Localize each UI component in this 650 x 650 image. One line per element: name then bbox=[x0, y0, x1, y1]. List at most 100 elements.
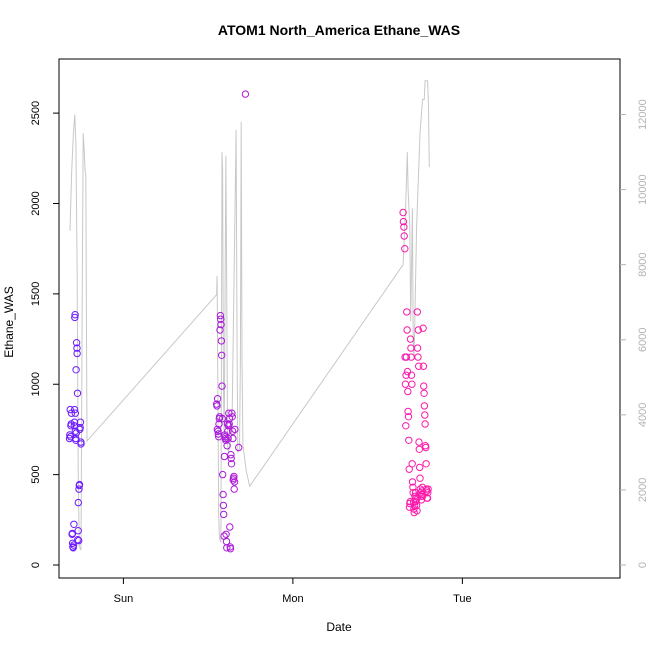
data-point bbox=[415, 445, 423, 453]
y2-tick-label: 6000 bbox=[637, 328, 649, 352]
data-point bbox=[219, 490, 227, 499]
y2-tick-label: 8000 bbox=[637, 252, 649, 276]
data-point bbox=[413, 344, 422, 352]
x-tick-label: Mon bbox=[282, 593, 303, 605]
data-point bbox=[227, 451, 235, 459]
data-point bbox=[235, 443, 243, 452]
y2-tick-label: 12000 bbox=[637, 99, 649, 130]
data-point bbox=[226, 523, 234, 531]
data-point bbox=[72, 339, 81, 347]
data-point bbox=[228, 427, 237, 435]
data-point bbox=[403, 308, 411, 316]
data-point bbox=[69, 544, 77, 552]
data-point bbox=[228, 409, 236, 417]
data-point bbox=[68, 529, 77, 538]
data-point bbox=[416, 474, 424, 482]
data-point bbox=[228, 413, 236, 421]
data-point bbox=[403, 326, 411, 334]
data-point bbox=[219, 501, 228, 510]
data-point bbox=[408, 478, 417, 486]
data-point bbox=[226, 545, 235, 553]
data-point bbox=[230, 472, 238, 481]
data-point bbox=[220, 452, 229, 461]
data-point bbox=[218, 382, 226, 390]
data-point bbox=[404, 387, 412, 396]
data-point bbox=[419, 324, 427, 332]
data-point bbox=[399, 217, 408, 226]
data-point bbox=[229, 434, 237, 443]
y-axis-right: 0 2000 4000 6000 8000 10000 12000 bbox=[620, 99, 649, 568]
y-tick-label: 2000 bbox=[30, 191, 42, 215]
data-point bbox=[73, 349, 81, 358]
x-tick-label: Sun bbox=[114, 593, 134, 605]
data-point bbox=[72, 366, 80, 374]
data-point bbox=[423, 487, 431, 495]
data-point bbox=[230, 478, 239, 486]
data-point bbox=[70, 405, 79, 414]
data-point bbox=[73, 344, 81, 352]
data-point bbox=[404, 407, 412, 416]
data-point bbox=[75, 485, 83, 493]
data-point bbox=[76, 423, 84, 432]
data-point bbox=[222, 530, 230, 538]
data-point bbox=[71, 409, 80, 417]
data-point bbox=[217, 337, 226, 345]
y2-tick-label: 0 bbox=[637, 562, 649, 568]
data-point bbox=[70, 520, 78, 528]
points-layer bbox=[65, 90, 432, 553]
data-point bbox=[75, 536, 83, 545]
data-point bbox=[69, 541, 78, 549]
data-point bbox=[71, 313, 79, 322]
data-point bbox=[413, 507, 421, 515]
data-point bbox=[406, 335, 415, 343]
data-point bbox=[424, 485, 432, 493]
y2-tick-label: 2000 bbox=[637, 478, 649, 502]
data-point bbox=[399, 208, 407, 217]
data-point bbox=[222, 436, 230, 444]
data-point bbox=[241, 90, 250, 98]
data-point bbox=[74, 536, 82, 544]
data-point bbox=[420, 382, 428, 390]
data-point bbox=[405, 465, 413, 473]
data-point bbox=[402, 422, 410, 430]
data-point bbox=[413, 308, 421, 316]
y2-tick-label: 10000 bbox=[637, 174, 649, 205]
data-point bbox=[214, 427, 222, 435]
data-point bbox=[216, 326, 224, 334]
data-point bbox=[213, 402, 221, 410]
y-tick-label: 1500 bbox=[30, 282, 42, 306]
data-point bbox=[407, 371, 416, 379]
data-point bbox=[402, 353, 411, 361]
data-point bbox=[213, 395, 222, 403]
y-tick-label: 2500 bbox=[30, 101, 42, 125]
data-point bbox=[408, 380, 416, 388]
data-point bbox=[415, 438, 423, 446]
data-point bbox=[415, 362, 423, 370]
y-tick-label: 500 bbox=[30, 465, 42, 483]
data-point bbox=[220, 510, 228, 519]
data-point bbox=[423, 494, 432, 502]
data-point bbox=[76, 418, 85, 426]
data-point bbox=[224, 434, 232, 443]
x-axis-label: Date bbox=[326, 620, 352, 634]
y-axis-left: 0 500 1000 1500 2000 2500 bbox=[30, 101, 59, 568]
data-point bbox=[422, 460, 430, 468]
x-axis: Sun Mon Tue bbox=[114, 578, 472, 605]
data-point bbox=[72, 436, 80, 444]
data-point bbox=[77, 440, 85, 448]
data-point bbox=[217, 320, 225, 329]
y-axis-label: Ethane_WAS bbox=[2, 286, 16, 358]
data-point bbox=[73, 389, 82, 397]
data-point bbox=[74, 498, 83, 507]
data-point bbox=[404, 413, 413, 421]
data-point bbox=[424, 489, 432, 497]
y-tick-label: 1000 bbox=[30, 372, 42, 396]
data-point bbox=[71, 311, 79, 319]
data-point bbox=[74, 527, 82, 535]
data-point bbox=[421, 420, 429, 428]
data-point bbox=[405, 436, 413, 444]
data-point bbox=[400, 232, 408, 240]
chart-title: ATOM1 North_America Ethane_WAS bbox=[218, 22, 460, 38]
